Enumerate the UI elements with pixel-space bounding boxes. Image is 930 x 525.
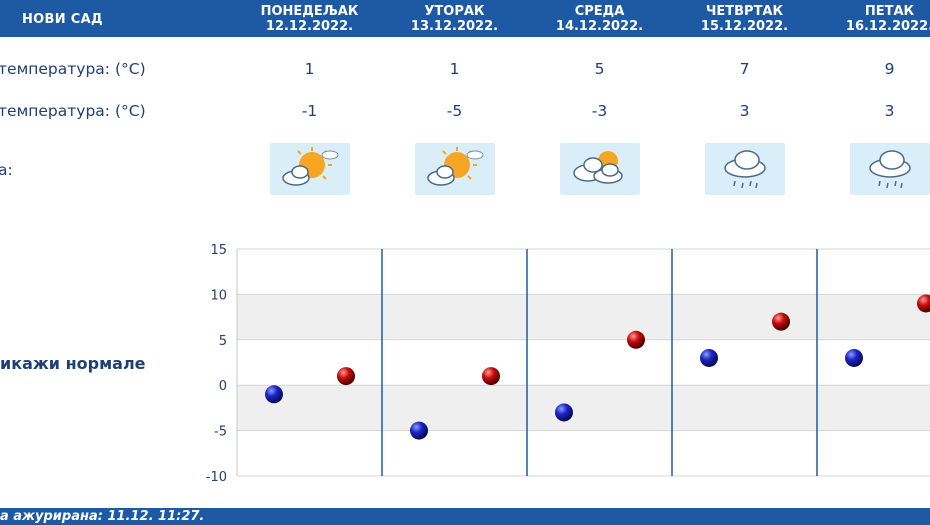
day-header-3: СРЕДА 14.12.2022. [527, 4, 672, 34]
max-temp-point [917, 294, 930, 313]
chart-band [237, 294, 930, 340]
min-temp-value: -1 [301, 102, 318, 120]
day-date: 15.12.2022. [700, 19, 789, 34]
day-name: УТОРАК [424, 4, 485, 19]
y-tick-label: 0 [219, 379, 227, 394]
max-temp-label: температура: (°C) [0, 60, 146, 78]
day-header-1: ПОНЕДЕЉАК 12.12.2022. [237, 4, 382, 34]
partly-sunny-icon [270, 143, 350, 195]
day-name: ЧЕТВРТАК [705, 4, 784, 19]
max-temp-value: 1 [304, 60, 315, 78]
day-name: ПОНЕДЕЉАК [260, 4, 359, 19]
min-temp-value: 3 [739, 102, 750, 120]
y-tick-label: -5 [214, 425, 227, 440]
day-name: СРЕДА [574, 4, 625, 19]
day-date: 13.12.2022. [410, 19, 499, 34]
y-tick-label: -10 [206, 470, 227, 485]
y-tick-label: 15 [210, 243, 227, 258]
temperature-chart: 15 10 5 0 -5 -10 [206, 243, 930, 485]
min-temp-point [265, 385, 283, 404]
max-temp-point [627, 330, 645, 349]
rain-cloud-icon [705, 143, 785, 195]
last-updated-text: а ажурирана: 11.12. 11:27. [0, 509, 205, 524]
y-tick-label: 5 [219, 334, 227, 349]
min-temp-point [555, 403, 573, 422]
max-temp-point [337, 367, 355, 386]
cloudy-sunny-icon [560, 143, 640, 195]
min-temp-value: -3 [591, 102, 608, 120]
max-temp-value: 9 [884, 60, 895, 78]
day-header-4: ЧЕТВРТАК 15.12.2022. [672, 4, 817, 34]
partly-sunny-icon [415, 143, 495, 195]
day-date: 12.12.2022. [265, 19, 354, 34]
min-temp-label: температура: (°C) [0, 102, 146, 120]
min-temp-point [410, 421, 428, 440]
y-tick-label: 10 [210, 288, 227, 303]
min-temp-point [700, 348, 718, 367]
day-date: 14.12.2022. [555, 19, 644, 34]
day-header-5: ПЕТАК 16.12.2022. [817, 4, 930, 34]
footer-bar: а ажурирана: 11.12. 11:27. [0, 508, 930, 525]
show-normals-link[interactable]: икажи нормале [0, 354, 146, 373]
min-temp-value: -5 [446, 102, 463, 120]
day-name: ПЕТАК [864, 4, 915, 19]
forecast-header: НОВИ САД ПОНЕДЕЉАК 12.12.2022. УТОРАК 13… [0, 0, 930, 37]
day-date: 16.12.2022. [845, 19, 930, 34]
rain-cloud-icon [850, 143, 930, 195]
min-temp-point [845, 348, 863, 367]
weather-label: а: [0, 161, 13, 179]
city-name: НОВИ САД [22, 12, 103, 27]
chart-band [237, 385, 930, 431]
max-temp-value: 1 [449, 60, 460, 78]
day-header-2: УТОРАК 13.12.2022. [382, 4, 527, 34]
max-temp-point [772, 312, 790, 331]
max-temp-point [482, 367, 500, 386]
max-temp-value: 5 [594, 60, 605, 78]
max-temp-value: 7 [739, 60, 750, 78]
min-temp-value: 3 [884, 102, 895, 120]
